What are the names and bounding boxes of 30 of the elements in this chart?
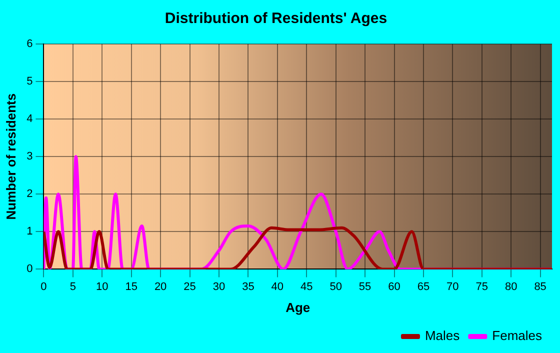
x-tick-label: 60 — [388, 280, 400, 293]
chart-title: Distribution of Residents' Ages — [164, 10, 388, 28]
x-tick-label: 5 — [70, 280, 76, 293]
x-tick-label: 50 — [330, 280, 342, 293]
x-tick-label: 45 — [300, 280, 313, 293]
x-tick-label: 30 — [212, 280, 226, 293]
x-tick-label: 80 — [504, 280, 518, 293]
x-tick-label: 15 — [125, 280, 138, 293]
x-tick-label: 70 — [446, 280, 459, 293]
x-axis-title: Age — [286, 300, 310, 315]
y-tick-label: 2 — [26, 188, 33, 200]
y-tick-label: 1 — [26, 226, 33, 238]
y-tick-label: 6 — [26, 38, 33, 50]
y-tick-label: 5 — [26, 76, 33, 88]
x-tick-label: 10 — [96, 280, 108, 293]
legend-label: Males — [424, 328, 460, 344]
x-tick-label: 85 — [534, 280, 546, 293]
legend-label: Females — [492, 328, 542, 344]
x-tick-label: 35 — [242, 280, 254, 293]
x-tick-label: 65 — [417, 280, 430, 293]
x-tick-label: 40 — [271, 280, 284, 293]
x-tick-label: 20 — [154, 280, 167, 293]
y-axis-title: Number of residents — [3, 93, 18, 220]
x-tick-label: 55 — [358, 280, 372, 293]
x-tick-label: 25 — [184, 280, 196, 293]
x-tick-label: 75 — [476, 280, 488, 293]
y-tick-label: 4 — [26, 113, 33, 126]
x-tick-label: 0 — [40, 280, 47, 293]
y-tick-label: 3 — [26, 150, 33, 163]
y-tick-label: 0 — [26, 263, 33, 276]
